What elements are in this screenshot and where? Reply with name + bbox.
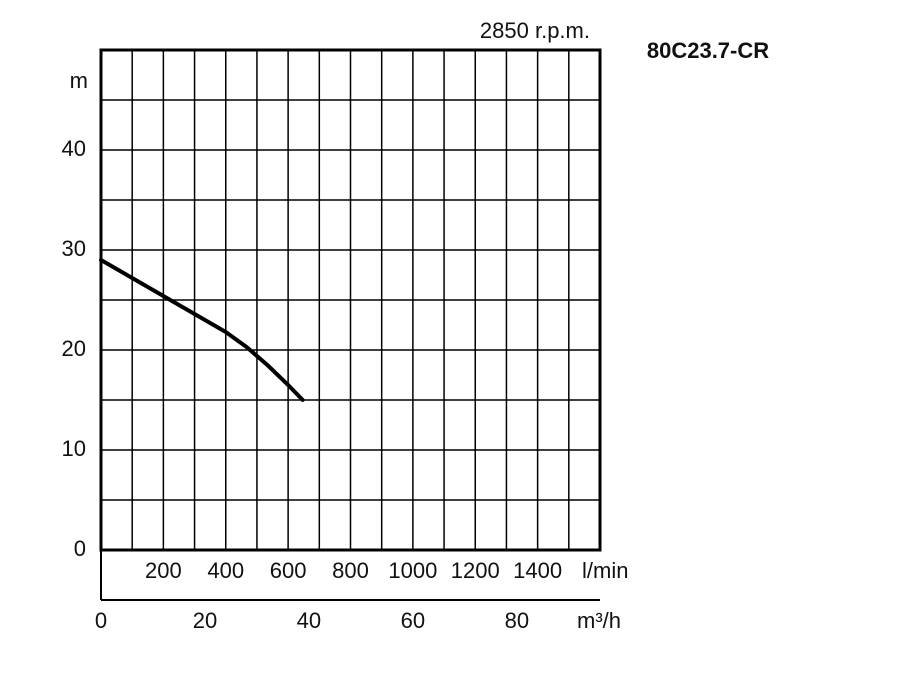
y-tick-label: 20 [62, 336, 86, 361]
x-tick-label: 40 [297, 608, 321, 633]
x2-tick-label: 1000 [388, 558, 437, 583]
x2-tick-label: 400 [207, 558, 244, 583]
x2-axis-label: l/min [582, 558, 628, 583]
y-tick-label: 40 [62, 136, 86, 161]
x-tick-label: 60 [401, 608, 425, 633]
curve [99, 258, 305, 402]
x-axis-label: m³/h [577, 608, 621, 633]
y-tick-label: 30 [62, 236, 86, 261]
chart-title: 80C23.7-CR [647, 38, 769, 63]
y-axis-label: m [70, 68, 88, 93]
x2-tick-label: 1400 [513, 558, 562, 583]
x2-tick-label: 600 [270, 558, 307, 583]
y-tick-label: 0 [74, 536, 86, 561]
x2-tick-label: 200 [145, 558, 182, 583]
x-tick-label: 0 [95, 608, 107, 633]
x2-tick-label: 1200 [451, 558, 500, 583]
x-tick-label: 80 [505, 608, 529, 633]
chart-subtitle: 2850 r.p.m. [480, 18, 590, 43]
y-tick-label: 10 [62, 436, 86, 461]
x-tick-label: 20 [193, 608, 217, 633]
x2-tick-label: 800 [332, 558, 369, 583]
